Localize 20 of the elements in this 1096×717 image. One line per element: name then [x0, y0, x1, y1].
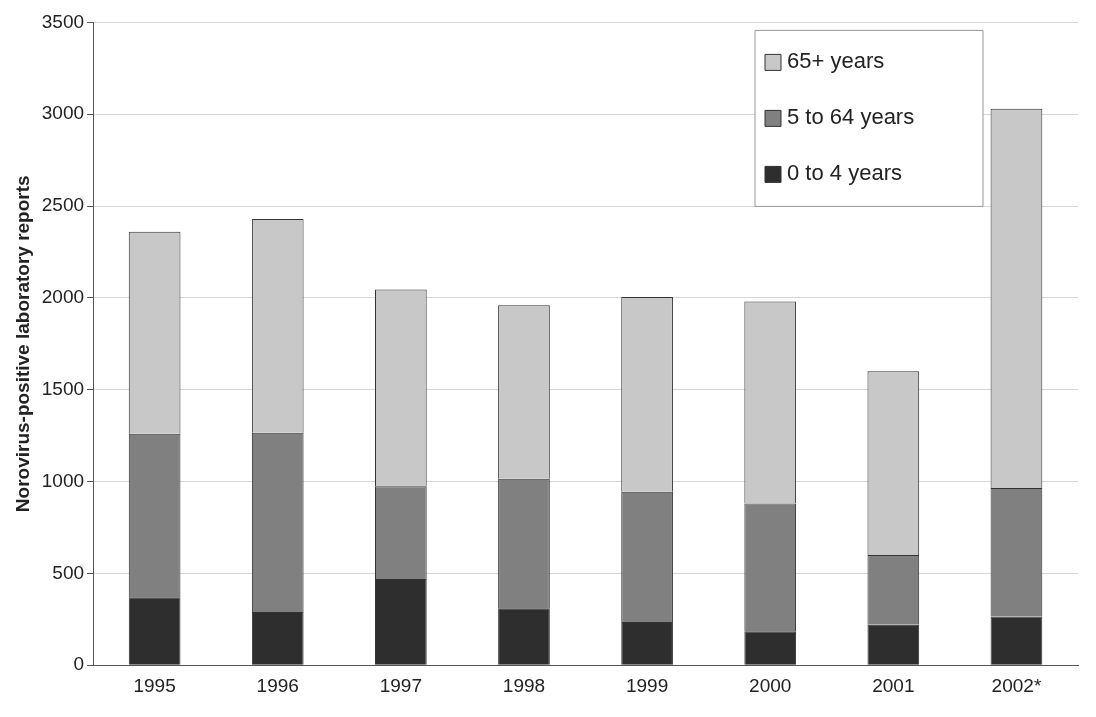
x-tick-label: 1997	[379, 674, 422, 696]
x-tick-label: 1996	[256, 674, 299, 696]
y-tick-label: 500	[52, 561, 85, 583]
y-axis-title: Norovirus-positive laboratory reports	[11, 175, 33, 513]
y-tick-label: 2000	[41, 286, 85, 308]
x-tick-label: 1999	[625, 674, 669, 696]
legend-label: 65+ years	[787, 48, 885, 74]
y-tick-label: 1500	[41, 377, 85, 399]
x-tick-label: 1998	[502, 674, 546, 696]
legend-label: 0 to 4 years	[787, 160, 902, 186]
y-tick-label: 3500	[41, 10, 85, 32]
y-tick-label: 3000	[41, 102, 85, 124]
y-tick-label: 2500	[41, 194, 85, 216]
x-tick-label: 2001	[872, 674, 915, 696]
x-tick-label: 2002*	[991, 674, 1042, 696]
y-tick-label: 0	[73, 653, 85, 675]
legend-label: 5 to 64 years	[787, 104, 915, 130]
y-tick-label: 1000	[41, 469, 85, 491]
x-tick-label: 2000	[749, 674, 792, 696]
x-tick-label: 1995	[133, 674, 176, 696]
